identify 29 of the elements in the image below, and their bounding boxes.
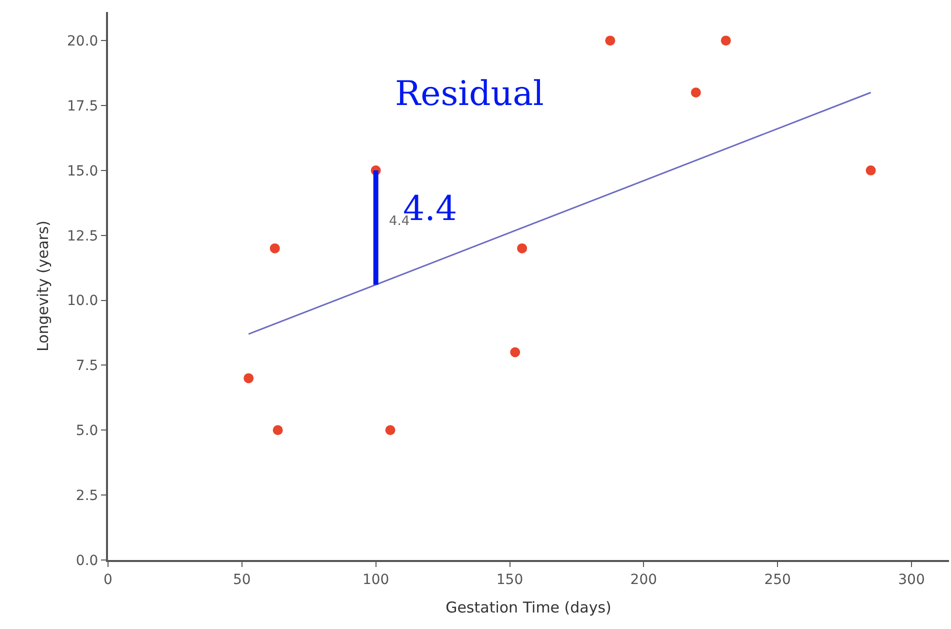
x-tick-label: 200 [630, 572, 658, 588]
point [510, 347, 520, 358]
point [605, 36, 616, 46]
x-tick-label: 150 [496, 572, 524, 588]
x-tick-label: 0 [104, 572, 112, 588]
point [720, 36, 731, 46]
x-axis-title: Gestation Time (days) [446, 598, 612, 616]
point [270, 243, 280, 254]
y-tick-label: 5.0 [76, 423, 98, 440]
annotation: Residual [395, 74, 544, 114]
y-tick-label: 7.5 [76, 358, 98, 374]
x-tick-label: 300 [898, 572, 925, 588]
point [517, 243, 528, 254]
y-axis-title: Longevity (years) [34, 220, 52, 352]
point [244, 373, 254, 384]
y-tick-label: 0.0 [76, 552, 98, 569]
point [690, 88, 701, 98]
point [272, 425, 283, 436]
x-tick-label: 50 [233, 572, 251, 588]
y-tick-label: 2.5 [76, 488, 98, 504]
y-tick-label: 20.0 [67, 33, 98, 50]
point [385, 425, 396, 436]
y-tick-label: 12.5 [67, 228, 98, 244]
y-tick-label: 10.0 [67, 293, 98, 310]
y-tick-label: 17.5 [67, 98, 98, 114]
y-tick-label: 15.0 [67, 163, 98, 180]
point [866, 165, 876, 176]
x-tick-label: 100 [362, 572, 390, 588]
x-tick-label: 250 [764, 572, 791, 588]
